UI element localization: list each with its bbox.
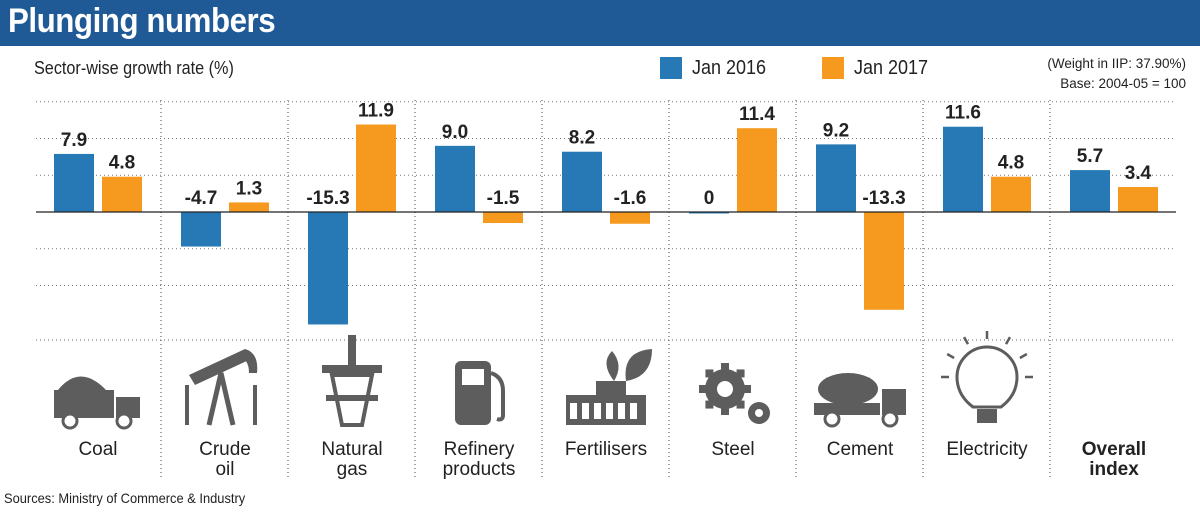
data-label: -4.7	[185, 188, 218, 209]
bar-jan-2016	[54, 153, 94, 212]
bar-jan-2017	[864, 212, 904, 310]
category-label: Coal	[78, 439, 117, 460]
factory-leaf-icon	[566, 349, 652, 425]
weight-note: (Weight in IIP: 37.90%)	[1047, 56, 1186, 71]
data-label: -1.6	[614, 188, 647, 209]
data-label: 11.6	[945, 103, 981, 124]
oil-pump-icon	[185, 349, 258, 426]
legend-item-jan-2017: Jan 2017	[822, 56, 936, 80]
bar-jan-2017	[610, 212, 650, 224]
cement-mixer-icon	[814, 373, 906, 428]
category-label: Fertilisers	[565, 439, 647, 460]
legend-swatch-jan-2016	[660, 57, 682, 79]
lightbulb-icon	[941, 331, 1033, 423]
data-label: 11.9	[358, 101, 394, 122]
bar-jan-2017	[991, 176, 1031, 212]
data-label: 0	[704, 188, 715, 209]
bar-jan-2017	[102, 176, 142, 212]
data-label: 11.4	[739, 104, 775, 125]
truck-icon	[54, 376, 140, 430]
bar-jan-2016	[1070, 170, 1110, 212]
bar-jan-2017	[737, 128, 777, 212]
header-bar: Plunging numbers	[0, 0, 1200, 46]
category-label: Natural	[321, 439, 382, 460]
bar-jan-2016	[816, 144, 856, 212]
data-label: 9.2	[823, 120, 849, 141]
bar-jan-2016	[308, 212, 348, 325]
category-label: Overall	[1082, 439, 1146, 460]
bar-jan-2016	[943, 126, 983, 212]
category-label: Refinery	[444, 439, 515, 460]
bar-jan-2017	[356, 124, 396, 212]
data-label: -15.3	[306, 188, 349, 209]
bar-jan-2017	[1118, 187, 1158, 212]
bar-jan-2016	[435, 145, 475, 212]
category-label: products	[443, 459, 516, 480]
chart-subtitle: Sector-wise growth rate (%)	[34, 58, 234, 78]
category-label: index	[1089, 459, 1139, 480]
category-label: gas	[337, 459, 368, 480]
data-label: 4.8	[998, 153, 1024, 174]
data-label: 8.2	[569, 128, 595, 149]
base-note: Base: 2004-05 = 100	[1060, 76, 1186, 91]
legend-label-jan-2017: Jan 2017	[854, 56, 929, 79]
bar-jan-2017	[229, 202, 269, 212]
category-label: Steel	[711, 439, 754, 460]
data-label: 5.7	[1077, 146, 1103, 167]
gas-rig-icon	[322, 335, 382, 427]
bar-jan-2017	[483, 212, 523, 224]
bar-jan-2016	[689, 212, 729, 214]
category-label: Crude	[199, 439, 251, 460]
legend-label-jan-2016: Jan 2016	[692, 56, 767, 79]
bar-jan-2016	[562, 151, 602, 212]
legend-swatch-jan-2017	[822, 57, 844, 79]
category-label: Cement	[827, 439, 894, 460]
data-label: 4.8	[109, 153, 135, 174]
category-label: Electricity	[946, 439, 1028, 460]
bar-jan-2016	[181, 212, 221, 247]
data-label: -13.3	[862, 188, 905, 209]
data-label: -1.5	[487, 188, 520, 209]
chart-title: Plunging numbers	[8, 2, 276, 40]
data-label: 1.3	[236, 178, 262, 199]
source-note: Sources: Ministry of Commerce & Industry	[4, 490, 246, 506]
category-label: oil	[215, 459, 234, 480]
legend-item-jan-2016: Jan 2016	[660, 56, 774, 80]
data-label: 9.0	[442, 122, 468, 143]
data-label: 3.4	[1125, 163, 1152, 184]
gears-icon	[699, 363, 770, 424]
fuel-pump-icon	[455, 361, 505, 425]
data-label: 7.9	[61, 130, 87, 151]
